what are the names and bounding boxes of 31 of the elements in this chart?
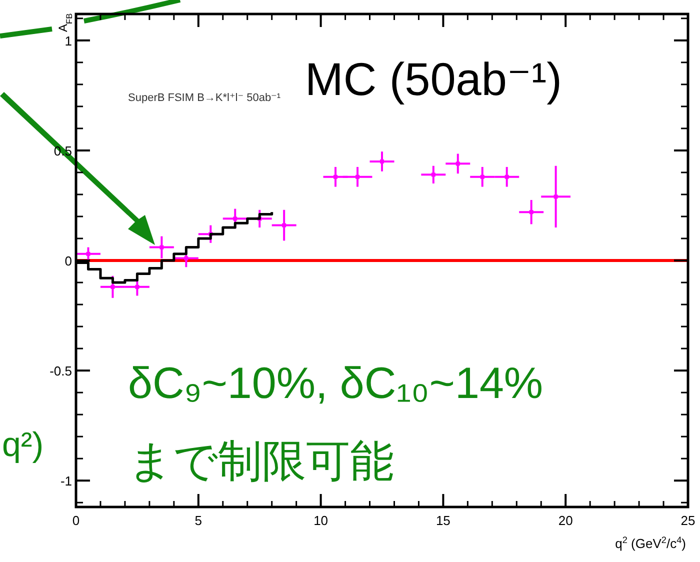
annotation: まで制限可能 xyxy=(128,437,394,486)
point xyxy=(356,174,360,179)
annotation: MC (50ab⁻¹) xyxy=(305,53,562,105)
x-axis-title: q$^{2}$ (GeV$^{2}$/c$^{4}$) xyxy=(615,535,686,551)
point xyxy=(184,256,188,260)
point xyxy=(160,245,164,250)
y-tick-label: 1 xyxy=(64,33,72,48)
annotation: δC₉~10%, δC₁₀~14% xyxy=(128,359,544,408)
y-tick-label: -0.5 xyxy=(50,364,72,379)
point xyxy=(86,252,90,256)
point xyxy=(529,210,534,214)
point xyxy=(456,162,460,166)
y-tick-label: 0 xyxy=(64,254,72,268)
y-tick-label: -1 xyxy=(60,474,72,489)
text: q²) xyxy=(2,426,44,464)
point xyxy=(431,172,436,177)
point xyxy=(233,216,238,221)
point xyxy=(504,174,509,179)
x-tick-label: 5 xyxy=(194,513,202,528)
x-tick-label: 10 xyxy=(314,513,328,528)
x-tick-label: 15 xyxy=(436,513,450,528)
point xyxy=(380,159,384,164)
x-tick-label: 25 xyxy=(680,513,696,528)
x-tick-label: 20 xyxy=(558,513,573,528)
point xyxy=(110,284,115,289)
point xyxy=(135,284,140,289)
point xyxy=(554,194,558,199)
point xyxy=(333,174,338,179)
point xyxy=(282,223,286,228)
point xyxy=(480,174,484,179)
annotation: SuperB FSIM B→K*l⁺l⁻ 50ab⁻¹ xyxy=(128,92,281,104)
